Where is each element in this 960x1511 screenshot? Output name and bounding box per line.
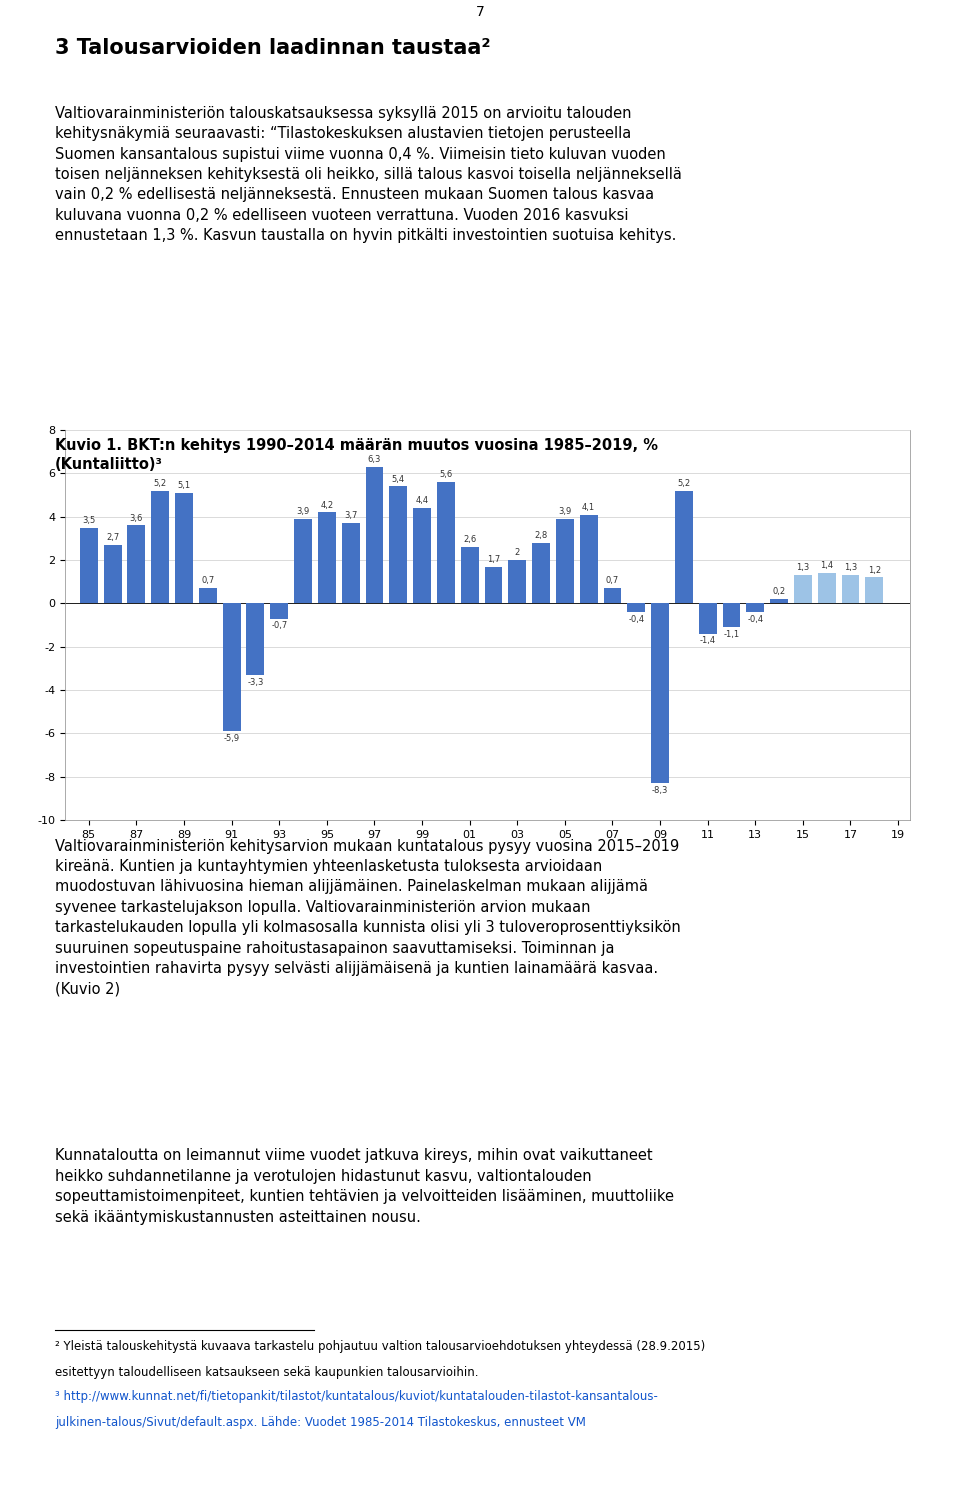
Text: 1,4: 1,4 <box>820 561 833 570</box>
Text: 0,7: 0,7 <box>606 576 619 585</box>
Bar <box>556 518 574 603</box>
Bar <box>794 576 812 603</box>
Bar <box>318 512 336 603</box>
Bar <box>723 603 740 627</box>
Bar <box>247 603 264 675</box>
Bar <box>461 547 479 603</box>
Bar <box>271 603 288 618</box>
Bar <box>699 603 716 633</box>
Text: ³ http://www.kunnat.net/fi/tietopankit/tilastot/kuntatalous/kuviot/kuntatalouden: ³ http://www.kunnat.net/fi/tietopankit/t… <box>55 1390 658 1404</box>
Text: Kuvio 1. BKT:n kehitys 1990–2014 määrän muutos vuosina 1985–2019, %
(Kuntaliitto: Kuvio 1. BKT:n kehitys 1990–2014 määrän … <box>55 438 658 471</box>
Text: 2,8: 2,8 <box>535 530 548 539</box>
Text: -5,9: -5,9 <box>224 734 240 743</box>
Text: 4,4: 4,4 <box>416 496 428 505</box>
Text: -1,1: -1,1 <box>724 630 739 639</box>
Text: 3 Talousarvioiden laadinnan taustaa²: 3 Talousarvioiden laadinnan taustaa² <box>55 38 491 57</box>
Bar <box>128 526 145 603</box>
Bar <box>865 577 883 603</box>
Text: 3,9: 3,9 <box>558 508 571 517</box>
Bar <box>199 588 217 603</box>
Text: 1,3: 1,3 <box>796 564 809 573</box>
Text: 1,2: 1,2 <box>868 565 881 574</box>
Bar <box>580 515 597 603</box>
Text: ² Yleistä talouskehitystä kuvaava tarkastelu pohjautuu valtion talousarvioehdotu: ² Yleistä talouskehitystä kuvaava tarkas… <box>55 1340 705 1354</box>
Text: esitettyyn taloudelliseen katsaukseen sekä kaupunkien talousarvioihin.: esitettyyn taloudelliseen katsaukseen se… <box>55 1366 478 1380</box>
Text: 1,3: 1,3 <box>844 564 857 573</box>
Text: 4,2: 4,2 <box>321 500 333 509</box>
Text: 1,7: 1,7 <box>487 555 500 564</box>
Bar <box>842 576 859 603</box>
Text: 5,2: 5,2 <box>678 479 690 488</box>
Text: Kunnataloutta on leimannut viime vuodet jatkuva kireys, mihin ovat vaikuttaneet
: Kunnataloutta on leimannut viime vuodet … <box>55 1148 674 1224</box>
Text: 4,1: 4,1 <box>582 503 595 512</box>
Text: 2,6: 2,6 <box>463 535 476 544</box>
Bar <box>651 603 669 783</box>
Bar <box>532 542 550 603</box>
Bar <box>485 567 502 603</box>
Text: julkinen-talous/Sivut/default.aspx. Lähde: Vuodet 1985-2014 Tilastokeskus, ennus: julkinen-talous/Sivut/default.aspx. Lähd… <box>55 1416 586 1429</box>
Bar <box>627 603 645 612</box>
Text: 5,4: 5,4 <box>392 474 405 484</box>
Text: 3,5: 3,5 <box>83 515 95 524</box>
Text: 3,9: 3,9 <box>297 508 310 517</box>
Text: -8,3: -8,3 <box>652 786 668 795</box>
Bar <box>223 603 241 731</box>
Text: 0,2: 0,2 <box>773 588 785 597</box>
Text: 2,7: 2,7 <box>106 533 119 542</box>
Bar <box>509 561 526 603</box>
Text: 7: 7 <box>475 5 485 20</box>
Text: 5,2: 5,2 <box>154 479 167 488</box>
Text: 2: 2 <box>515 548 520 558</box>
Text: 5,1: 5,1 <box>178 480 191 490</box>
Bar <box>770 598 788 603</box>
Bar <box>675 491 693 603</box>
Text: -0,7: -0,7 <box>271 621 287 630</box>
Bar <box>604 588 621 603</box>
Bar <box>413 508 431 603</box>
Text: 3,6: 3,6 <box>130 514 143 523</box>
Text: Valtiovarainministeriön kehitysarvion mukaan kuntatalous pysyy vuosina 2015–2019: Valtiovarainministeriön kehitysarvion mu… <box>55 839 681 996</box>
Text: 0,7: 0,7 <box>202 576 214 585</box>
Bar <box>818 573 835 603</box>
Bar <box>390 487 407 603</box>
Text: 3,7: 3,7 <box>344 511 357 520</box>
Text: -3,3: -3,3 <box>248 677 264 686</box>
Text: Valtiovarainministeriön talouskatsauksessa syksyllä 2015 on arvioitu talouden
ke: Valtiovarainministeriön talouskatsaukses… <box>55 106 682 243</box>
Bar <box>437 482 455 603</box>
Text: 5,6: 5,6 <box>440 470 452 479</box>
Text: -1,4: -1,4 <box>700 636 716 645</box>
Text: -0,4: -0,4 <box>628 615 644 624</box>
Bar <box>152 491 169 603</box>
Text: -0,4: -0,4 <box>747 615 763 624</box>
Bar <box>366 467 383 603</box>
Bar <box>80 527 98 603</box>
Bar <box>175 493 193 603</box>
Text: 6,3: 6,3 <box>368 455 381 464</box>
Bar <box>104 545 122 603</box>
Bar <box>746 603 764 612</box>
Bar <box>294 518 312 603</box>
Bar <box>342 523 360 603</box>
